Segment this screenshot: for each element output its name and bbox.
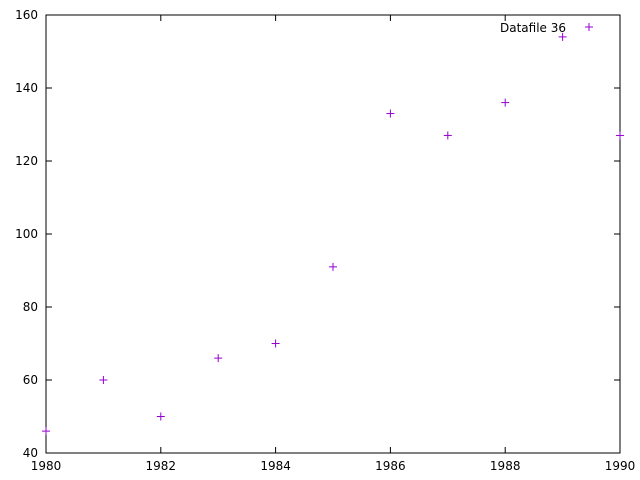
x-tick-label: 1982 [146, 459, 177, 473]
y-tick-label: 60 [23, 373, 38, 387]
y-tick-label: 140 [15, 81, 38, 95]
data-point [616, 131, 624, 140]
y-axis: 40 60 80 100 120 140 160 [15, 8, 620, 460]
y-tick-label: 120 [15, 154, 38, 168]
data-point [156, 412, 165, 421]
x-tick-label: 1988 [490, 459, 521, 473]
y-tick-label: 40 [23, 446, 38, 460]
data-point [271, 339, 280, 348]
x-tick-label: 1990 [605, 459, 636, 473]
data-point [443, 131, 452, 140]
data-point [329, 262, 337, 271]
data-point [42, 427, 50, 436]
x-axis: 1980 1982 1984 1986 1988 1990 [31, 15, 636, 473]
x-tick-label: 1986 [375, 459, 406, 473]
data-point [99, 376, 108, 384]
legend: Datafile 36 [500, 21, 593, 35]
y-tick-label: 100 [15, 227, 38, 241]
legend-label: Datafile 36 [500, 21, 566, 35]
data-point [501, 98, 510, 107]
plot-frame [45, 14, 621, 454]
legend-marker [585, 23, 593, 31]
data-point [214, 354, 223, 363]
y-tick-label: 80 [23, 300, 38, 314]
y-tick-label: 160 [15, 8, 38, 22]
data-point [558, 32, 567, 41]
x-tick-label: 1984 [260, 459, 291, 473]
data-points [42, 32, 624, 436]
data-point [386, 109, 395, 118]
x-tick-label: 1980 [31, 459, 62, 473]
